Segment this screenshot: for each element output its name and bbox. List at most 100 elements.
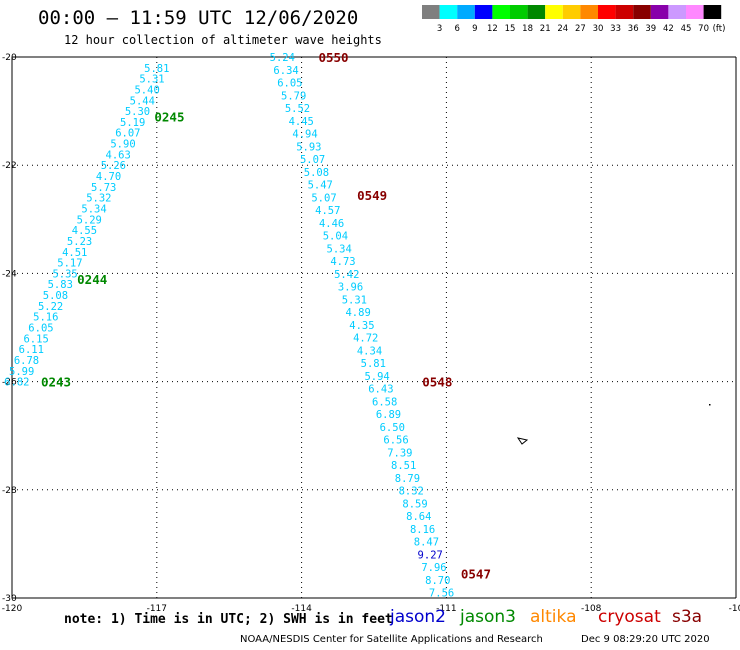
wave-height-value: 6.58 — [372, 396, 397, 408]
legend-unit: (ft) — [713, 24, 726, 34]
legend-label: 24 — [557, 24, 568, 34]
legend-swatch — [668, 5, 686, 19]
legend-swatch — [598, 5, 616, 19]
time-label: 0550 — [318, 50, 348, 65]
wave-height-value: 5.35 — [52, 268, 77, 280]
x-tick-label: -117 — [147, 604, 167, 614]
x-tick-label: -114 — [291, 604, 312, 614]
x-tick-label: -111 — [436, 604, 456, 614]
wave-height-value: 4.45 — [289, 116, 314, 128]
legend-swatch — [527, 5, 546, 19]
legend-label: 45 — [681, 24, 692, 34]
legend-label: 21 — [540, 24, 551, 34]
legend-label: 42 — [663, 24, 674, 34]
wave-height-value: 3.96 — [338, 282, 363, 294]
y-tick-label: -28 — [2, 486, 17, 496]
wave-height-value: 8.51 — [391, 460, 416, 472]
legend-swatch — [562, 5, 581, 19]
wave-height-value: 5.07 — [300, 154, 325, 166]
y-tick-label: -24 — [2, 269, 17, 279]
wave-height-value: 4.34 — [357, 345, 382, 357]
wave-height-value: 6.34 — [273, 65, 298, 77]
legend-label: 70 — [698, 24, 709, 34]
wave-height-value: 5.81 — [361, 358, 386, 370]
legend-swatch — [703, 5, 722, 19]
wave-height-value: 5.93 — [296, 141, 321, 153]
wave-height-value: 6.89 — [376, 409, 401, 421]
wave-height-value: 8.47 — [414, 537, 439, 549]
wave-height-value: 4.94 — [292, 129, 317, 141]
wave-height-value: 5.08 — [43, 290, 68, 302]
wave-height-value: 8.70 — [425, 575, 450, 587]
wave-height-value: 6.56 — [383, 435, 408, 447]
wave-height-value: 8.59 — [402, 498, 427, 510]
wave-height-value: 4.55 — [72, 225, 97, 237]
legend-label: 15 — [505, 24, 516, 34]
wave-height-value: 5.04 — [323, 231, 348, 243]
x-tick-label: -108 — [581, 604, 602, 614]
legend-label: 18 — [522, 24, 533, 34]
wave-height-value: 7.39 — [387, 447, 412, 459]
wave-height-value: 5.16 — [33, 312, 58, 324]
time-label: 0549 — [357, 188, 387, 203]
wave-height-value: 7.56 — [429, 588, 454, 600]
y-tick-label: -22 — [2, 161, 17, 171]
legend-swatch — [633, 5, 651, 19]
wave-height-value: 5.73 — [91, 182, 116, 194]
y-tick-label: -26 — [2, 378, 17, 388]
legend-label: 9 — [472, 24, 477, 34]
wave-height-value: 4.70 — [96, 171, 121, 183]
legend-label: 3 — [437, 24, 442, 34]
wave-height-value: 5.30 — [125, 106, 150, 118]
wave-height-value: 8.79 — [395, 473, 420, 485]
wave-height-value: 5.83 — [48, 279, 73, 291]
time-label: 0547 — [461, 567, 491, 582]
legend-label: 30 — [593, 24, 604, 34]
satellite-s3a: s3a — [672, 607, 703, 627]
wave-height-value: 8.64 — [406, 511, 431, 523]
time-label: 0245 — [154, 110, 184, 125]
satellite-altika: altika — [530, 607, 577, 627]
legend-label: 12 — [487, 24, 498, 34]
island-dot — [709, 404, 711, 406]
satellite-cryosat: cryosat — [598, 607, 661, 627]
wave-height-value: 9.27 — [418, 549, 443, 561]
satellite-jason2: jason2 — [390, 607, 446, 627]
wave-height-value: 4.63 — [106, 149, 131, 161]
x-tick-label: -10 — [729, 604, 740, 614]
wave-height-value: 6.82 — [4, 377, 29, 389]
wave-height-value: 6.15 — [23, 333, 48, 345]
legend-swatch — [650, 5, 669, 19]
wave-height-value: 4.73 — [330, 256, 355, 268]
chart-title: 00:00 – 11:59 UTC 12/06/2020 — [38, 7, 359, 29]
wave-height-value: 4.46 — [319, 218, 344, 230]
wave-height-value: 6.05 — [277, 78, 302, 90]
wave-height-value: 5.47 — [308, 180, 333, 192]
wave-height-value: 5.34 — [81, 203, 106, 215]
wave-height-value: 5.29 — [77, 214, 102, 226]
wave-height-value: 5.31 — [342, 294, 367, 306]
legend-label: 6 — [454, 24, 459, 34]
y-tick-label: -20 — [2, 53, 17, 63]
wave-height-value: 5.90 — [110, 139, 135, 151]
wave-height-value: 6.78 — [14, 355, 39, 367]
wave-height-value: 6.07 — [115, 128, 140, 140]
legend-swatch — [686, 5, 704, 19]
legend-label: 33 — [610, 24, 621, 34]
wave-height-value: 6.11 — [19, 344, 44, 356]
wave-height-value: 5.22 — [38, 301, 63, 313]
wave-height-value: 7.96 — [421, 562, 446, 574]
wave-height-value: 5.81 — [144, 63, 169, 75]
legend-swatch — [474, 5, 493, 19]
legend-swatch — [492, 5, 510, 19]
legend-label: 36 — [628, 24, 639, 34]
wave-height-value: 5.31 — [139, 74, 164, 86]
wave-height-value: 4.57 — [315, 205, 340, 217]
legend-label: 27 — [575, 24, 586, 34]
legend-label: 39 — [645, 24, 656, 34]
credit-date: Dec 9 08:29:20 UTC 2020 — [581, 634, 710, 645]
legend-swatch — [510, 5, 528, 19]
wave-height-value: 5.26 — [101, 160, 126, 172]
wave-height-value: 5.07 — [311, 192, 336, 204]
